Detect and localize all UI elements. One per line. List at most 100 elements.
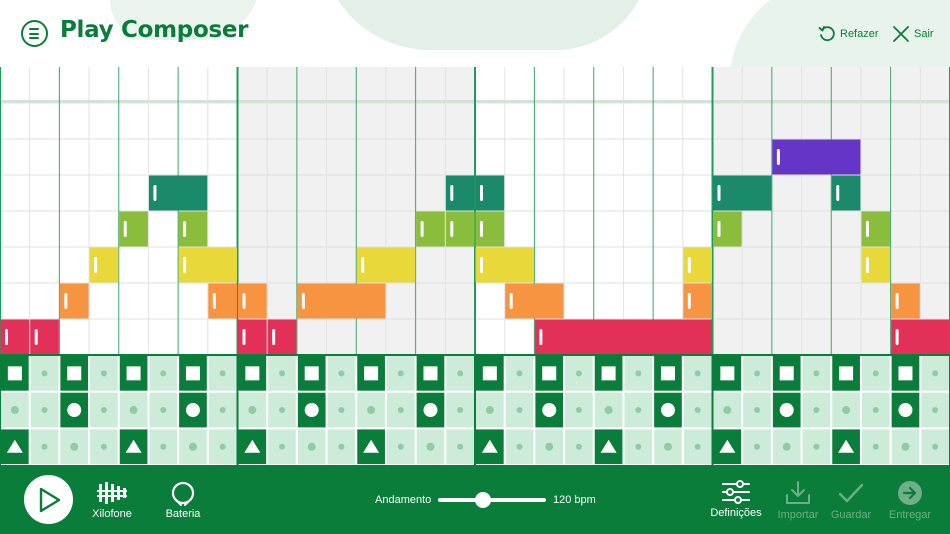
drum-triangle-cell[interactable]: [772, 429, 801, 465]
note-block[interactable]: [297, 283, 386, 319]
drum-triangle-cell[interactable]: [802, 429, 831, 465]
note-block[interactable]: [713, 175, 772, 211]
drum-circle-cell[interactable]: [327, 392, 356, 428]
drum-circle-cell[interactable]: [683, 392, 712, 428]
drum-triangle-cell[interactable]: [743, 429, 771, 465]
note-block[interactable]: [238, 319, 267, 355]
menu-button[interactable]: [21, 20, 48, 47]
drum-square-cell[interactable]: [179, 356, 207, 391]
drum-square-cell[interactable]: [654, 356, 682, 391]
drum-circle-cell[interactable]: [713, 392, 742, 428]
drum-circle-cell[interactable]: [624, 392, 653, 428]
drum-circle-cell[interactable]: [772, 392, 801, 428]
drum-circle-cell[interactable]: [208, 392, 237, 428]
drum-circle-cell[interactable]: [654, 392, 682, 428]
drum-square-cell[interactable]: [713, 356, 742, 391]
drum-square-cell[interactable]: [268, 356, 296, 391]
note-block[interactable]: [59, 283, 89, 319]
drum-circle-cell[interactable]: [565, 392, 593, 428]
note-block[interactable]: [267, 319, 297, 355]
note-block[interactable]: [861, 211, 891, 247]
drum-circle-cell[interactable]: [505, 392, 534, 428]
drum-square-cell[interactable]: [802, 356, 831, 391]
drum-circle-cell[interactable]: [90, 392, 118, 428]
drum-circle-cell[interactable]: [861, 392, 890, 428]
drum-triangle-cell[interactable]: [565, 429, 593, 465]
drum-triangle-cell[interactable]: [654, 429, 682, 465]
submit-button[interactable]: Entregar: [879, 480, 941, 521]
drum-square-cell[interactable]: [891, 356, 920, 391]
note-block[interactable]: [178, 211, 208, 247]
drum-circle-cell[interactable]: [476, 392, 504, 428]
note-block[interactable]: [475, 211, 505, 247]
drum-square-cell[interactable]: [90, 356, 118, 391]
save-button[interactable]: Guardar: [820, 480, 882, 521]
note-block[interactable]: [891, 319, 950, 355]
drum-square-cell[interactable]: [416, 356, 445, 391]
note-block[interactable]: [148, 175, 208, 211]
drum-circle-cell[interactable]: [891, 392, 920, 428]
drum-triangle-cell[interactable]: [119, 429, 148, 465]
note-block[interactable]: [119, 211, 148, 247]
drum-circle-cell[interactable]: [119, 392, 148, 428]
drum-square-cell[interactable]: [386, 356, 415, 391]
drum-triangle-cell[interactable]: [386, 429, 415, 465]
note-block[interactable]: [238, 283, 267, 319]
drum-circle-cell[interactable]: [832, 392, 860, 428]
drum-triangle-cell[interactable]: [30, 429, 59, 465]
composer-grid[interactable]: [0, 67, 950, 465]
drum-triangle-cell[interactable]: [208, 429, 237, 465]
drum-triangle-cell[interactable]: [446, 429, 474, 465]
drum-square-cell[interactable]: [772, 356, 801, 391]
drum-square-cell[interactable]: [1, 356, 29, 391]
drum-square-cell[interactable]: [238, 356, 267, 391]
drum-triangle-cell[interactable]: [416, 429, 445, 465]
xylophone-button[interactable]: Xilofone: [82, 480, 142, 520]
drum-square-cell[interactable]: [297, 356, 326, 391]
drum-circle-cell[interactable]: [30, 392, 59, 428]
drum-triangle-cell[interactable]: [594, 429, 623, 465]
drum-triangle-cell[interactable]: [238, 429, 267, 465]
note-block[interactable]: [30, 319, 59, 355]
drum-square-cell[interactable]: [832, 356, 860, 391]
note-block[interactable]: [861, 247, 891, 283]
drum-square-cell[interactable]: [30, 356, 59, 391]
drum-square-cell[interactable]: [208, 356, 237, 391]
drum-circle-cell[interactable]: [268, 392, 296, 428]
note-block[interactable]: [475, 247, 534, 283]
note-block[interactable]: [683, 283, 712, 319]
drum-circle-cell[interactable]: [802, 392, 831, 428]
drum-triangle-cell[interactable]: [476, 429, 504, 465]
note-block[interactable]: [713, 211, 742, 247]
drum-triangle-cell[interactable]: [179, 429, 207, 465]
exit-button[interactable]: Sair: [892, 24, 934, 44]
note-block[interactable]: [505, 283, 564, 319]
note-block[interactable]: [0, 319, 30, 355]
drum-circle-cell[interactable]: [238, 392, 267, 428]
drum-square-cell[interactable]: [149, 356, 178, 391]
drum-square-cell[interactable]: [446, 356, 474, 391]
drum-triangle-cell[interactable]: [90, 429, 118, 465]
drum-circle-cell[interactable]: [297, 392, 326, 428]
drum-triangle-cell[interactable]: [1, 429, 29, 465]
drum-circle-cell[interactable]: [921, 392, 949, 428]
drum-triangle-cell[interactable]: [268, 429, 296, 465]
drum-square-cell[interactable]: [357, 356, 385, 391]
drum-square-cell[interactable]: [624, 356, 653, 391]
drum-square-cell[interactable]: [921, 356, 949, 391]
drum-circle-cell[interactable]: [743, 392, 771, 428]
redo-button[interactable]: Refazer: [818, 24, 879, 44]
note-block[interactable]: [208, 283, 237, 319]
drum-square-cell[interactable]: [119, 356, 148, 391]
drum-circle-cell[interactable]: [1, 392, 29, 428]
drum-square-cell[interactable]: [535, 356, 564, 391]
drum-triangle-cell[interactable]: [683, 429, 712, 465]
composer-grid-canvas[interactable]: [0, 67, 950, 465]
note-block[interactable]: [416, 211, 445, 247]
drum-circle-cell[interactable]: [594, 392, 623, 428]
note-block[interactable]: [178, 247, 237, 283]
drum-triangle-cell[interactable]: [832, 429, 860, 465]
drum-triangle-cell[interactable]: [149, 429, 178, 465]
tempo-slider[interactable]: [438, 492, 546, 508]
drum-square-cell[interactable]: [327, 356, 356, 391]
